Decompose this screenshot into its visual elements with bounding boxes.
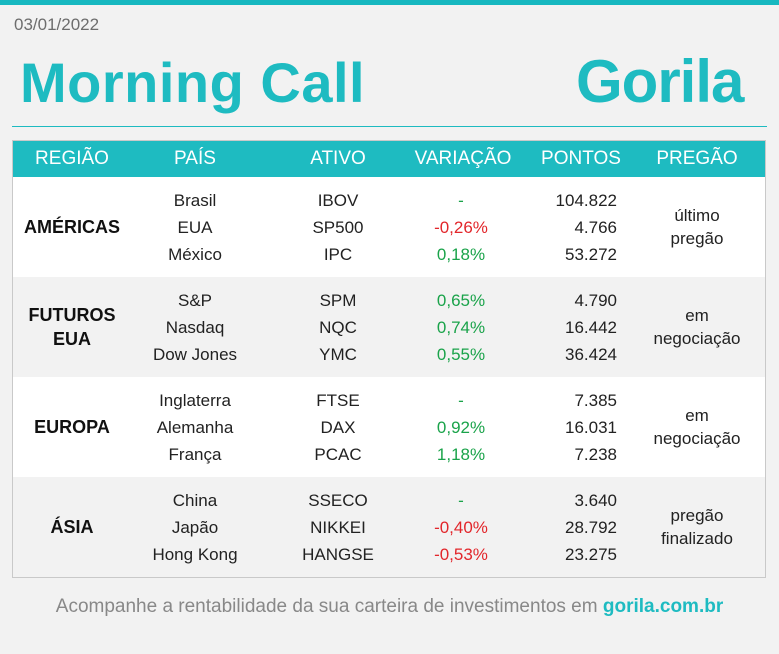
country-cell: S&P: [177, 291, 213, 310]
points-cell: 3.640: [574, 491, 617, 510]
session-status: pregão finalizado: [661, 506, 733, 548]
variation-cell: 1,18%: [436, 445, 486, 464]
region-label: AMÉRICAS: [23, 217, 120, 237]
region-group: ÁSIA China SSECO - 3.640 Japão NIKKEI -0,40% 28.…: [13, 477, 765, 577]
header-pregao: PREGÃO: [656, 148, 738, 169]
points-cell: 36.424: [565, 345, 617, 364]
points-cell: 16.031: [565, 418, 617, 437]
asset-cell: NIKKEI: [310, 518, 366, 537]
points-cell: 4.766: [574, 218, 617, 237]
session-status: em negociação: [653, 306, 741, 348]
country-cell: EUA: [177, 218, 213, 237]
asset-cell: YMC: [319, 345, 357, 364]
variation-cell: -0,26%: [434, 218, 488, 237]
table-header: REGIÃO PAÍS ATIVO VARIAÇÃO PONTOS PREGÃO: [13, 141, 765, 177]
asset-cell: SPM: [319, 291, 357, 310]
logo-wordmark: Gorila: [576, 48, 744, 115]
market-table: REGIÃO PAÍS ATIVO VARIAÇÃO PONTOS PREGÃO…: [12, 140, 766, 578]
asset-cell: IPC: [323, 245, 353, 264]
variation-cell: -0,53%: [434, 545, 488, 564]
country-cell: Inglaterra: [159, 391, 231, 410]
footer-text: Acompanhe a rentabilidade da sua carteir…: [0, 596, 779, 618]
footer-link[interactable]: gorila.com.br: [602, 596, 724, 617]
variation-cell: 0,92%: [436, 418, 486, 437]
header-regiao: REGIÃO: [35, 148, 109, 169]
points-cell: 104.822: [555, 191, 617, 210]
country-cell: Brasil: [173, 191, 217, 210]
points-cell: 28.792: [565, 518, 617, 537]
asset-cell: FTSE: [316, 391, 360, 410]
points-cell: 53.272: [565, 245, 617, 264]
points-cell: 7.385: [574, 391, 617, 410]
asset-cell: NQC: [319, 318, 357, 337]
country-cell: Dow Jones: [152, 345, 238, 364]
country-cell: Nasdaq: [165, 318, 225, 337]
asset-cell: IBOV: [317, 191, 359, 210]
title-divider: [12, 126, 767, 127]
header-ativo: ATIVO: [310, 148, 366, 169]
header-variacao: VARIAÇÃO: [414, 148, 512, 169]
country-cell: Japão: [171, 518, 219, 537]
variation-cell: -0,40%: [434, 518, 488, 537]
region-label: EUROPA: [34, 417, 110, 437]
points-cell: 16.442: [565, 318, 617, 337]
header-pontos: PONTOS: [541, 148, 621, 169]
country-cell: Alemanha: [156, 418, 234, 437]
points-cell: 23.275: [565, 545, 617, 564]
region-group: AMÉRICAS Brasil IBOV - 104.822 EUA SP500 -0,26%…: [13, 177, 765, 277]
region-group: FUTUROS EUA S&P SPM 0,65% 4.790 Nasdaq NQC 0,74…: [13, 277, 765, 377]
region-label: FUTUROS EUA: [28, 305, 116, 349]
country-cell: Hong Kong: [152, 545, 238, 564]
country-cell: México: [168, 245, 222, 264]
variation-cell: 0,18%: [436, 245, 486, 264]
table-body: AMÉRICAS Brasil IBOV - 104.822 EUA SP500 -0,26%…: [13, 177, 765, 577]
top-accent-bar: [0, 0, 779, 5]
asset-cell: HANGSE: [302, 545, 374, 564]
variation-cell: 0,55%: [436, 345, 486, 364]
country-cell: China: [172, 491, 218, 510]
region-group: EUROPA Inglaterra FTSE - 7.385 Alemanha DAX 0,9…: [13, 377, 765, 477]
region-label: ÁSIA: [50, 517, 94, 537]
footer-message: Acompanhe a rentabilidade da sua carteir…: [55, 596, 603, 617]
points-cell: 7.238: [574, 445, 617, 464]
asset-cell: SSECO: [308, 491, 368, 510]
points-cell: 4.790: [574, 291, 617, 310]
variation-cell: 0,74%: [436, 318, 486, 337]
header-pais: PAÍS: [174, 148, 216, 169]
page-title: Morning Call: [20, 51, 366, 114]
variation-cell: -: [458, 191, 464, 210]
variation-cell: -: [458, 391, 464, 410]
asset-cell: PCAC: [314, 445, 362, 464]
report-date: 03/01/2022: [14, 15, 100, 34]
country-cell: França: [168, 445, 222, 464]
asset-cell: DAX: [320, 418, 356, 437]
asset-cell: SP500: [312, 218, 364, 237]
variation-cell: -: [458, 491, 464, 510]
variation-cell: 0,65%: [436, 291, 486, 310]
session-status: em negociação: [653, 406, 741, 448]
gorila-logo: Gorila: [576, 48, 744, 115]
session-status: último pregão: [670, 206, 724, 248]
